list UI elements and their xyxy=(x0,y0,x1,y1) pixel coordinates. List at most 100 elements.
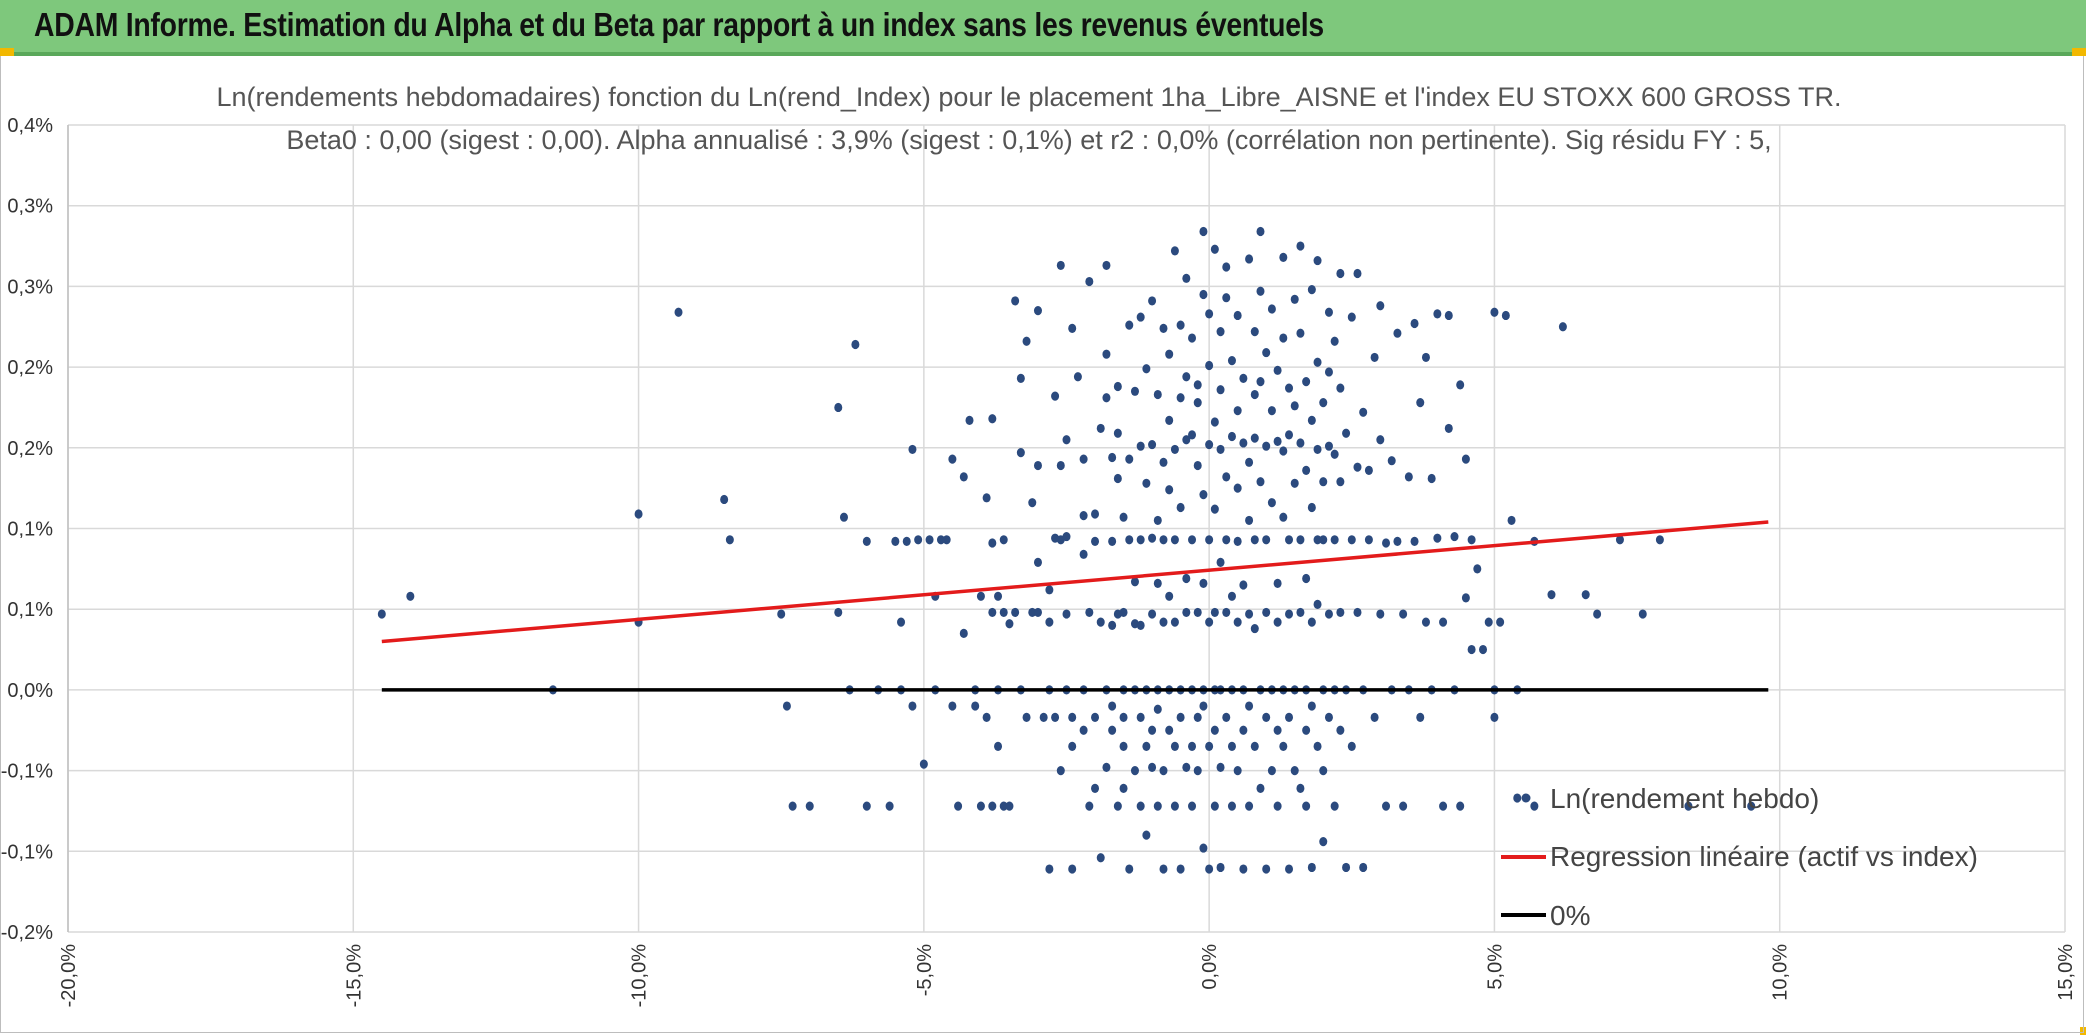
data-point xyxy=(1285,609,1294,619)
data-point xyxy=(1222,535,1231,545)
data-point xyxy=(1262,535,1271,545)
data-point xyxy=(1496,617,1505,627)
data-point xyxy=(1170,535,1179,545)
data-point xyxy=(1370,352,1379,363)
data-point xyxy=(1062,435,1071,445)
data-point xyxy=(1205,439,1214,450)
data-point xyxy=(1684,801,1693,811)
data-point xyxy=(1091,536,1100,547)
data-point xyxy=(1113,473,1122,484)
data-point xyxy=(1262,347,1271,358)
data-point xyxy=(919,759,928,769)
data-point xyxy=(1033,460,1042,471)
data-point xyxy=(1296,241,1305,251)
data-point xyxy=(1461,454,1470,464)
data-point xyxy=(1085,276,1094,287)
data-point xyxy=(988,801,997,811)
data-point xyxy=(1210,607,1219,618)
data-point xyxy=(1056,260,1065,271)
data-point xyxy=(1410,536,1419,547)
data-point xyxy=(851,339,860,350)
data-point xyxy=(1188,535,1197,545)
data-point xyxy=(1267,766,1276,776)
x-tick-label: 10,0% xyxy=(1770,944,1792,1001)
data-point xyxy=(1022,712,1031,722)
data-point xyxy=(1216,862,1225,873)
data-point xyxy=(1273,436,1282,446)
data-point xyxy=(1039,712,1048,722)
data-point xyxy=(1461,593,1470,603)
data-point xyxy=(1102,260,1111,271)
y-tick-label: 0,0% xyxy=(7,680,53,702)
data-point xyxy=(908,701,917,711)
data-point xyxy=(1416,398,1425,408)
data-point xyxy=(1256,286,1265,296)
data-point xyxy=(1302,573,1311,584)
data-point xyxy=(406,591,415,601)
data-point xyxy=(1262,864,1271,874)
data-point xyxy=(1005,801,1014,811)
data-point xyxy=(1273,578,1282,588)
data-point xyxy=(1119,512,1128,522)
data-point xyxy=(1507,515,1516,526)
data-point xyxy=(959,472,968,482)
legend-label-points: Ln(rendement hebdo) xyxy=(1550,783,1819,814)
data-point xyxy=(1011,607,1020,618)
data-point xyxy=(1319,837,1328,847)
data-point xyxy=(1130,386,1139,396)
data-point xyxy=(936,535,945,545)
data-point xyxy=(1199,226,1208,237)
data-point xyxy=(1119,607,1128,618)
data-point xyxy=(1353,607,1362,618)
data-point xyxy=(1330,801,1339,811)
data-point xyxy=(1285,535,1294,545)
data-point xyxy=(1307,862,1316,873)
data-point xyxy=(1285,864,1294,874)
data-point xyxy=(839,512,848,522)
data-point xyxy=(1330,336,1339,346)
data-point xyxy=(1347,312,1356,322)
data-point xyxy=(1256,477,1265,487)
data-point xyxy=(1216,385,1225,395)
data-point xyxy=(1319,477,1328,487)
data-point xyxy=(1456,380,1465,390)
data-point xyxy=(1170,741,1179,751)
data-point xyxy=(1102,762,1111,772)
data-point xyxy=(1068,864,1077,874)
data-point xyxy=(1336,725,1345,735)
data-point xyxy=(1199,578,1208,588)
data-point xyxy=(1262,712,1271,722)
data-point xyxy=(1096,423,1105,434)
data-point xyxy=(1153,515,1162,526)
x-tick-label: -15,0% xyxy=(343,944,365,1008)
data-point xyxy=(1091,783,1100,793)
data-point xyxy=(1176,320,1185,330)
corner-marker-right xyxy=(2072,48,2086,56)
data-point xyxy=(1210,244,1219,254)
data-point xyxy=(1324,307,1333,317)
data-point xyxy=(902,536,911,547)
data-point xyxy=(1342,862,1351,873)
data-point xyxy=(1011,296,1020,306)
data-point xyxy=(1581,590,1590,600)
data-point xyxy=(1319,766,1328,776)
x-tick-label: -20,0% xyxy=(58,944,80,1008)
x-axis-ticks: -20,0% -15,0% -10,0% -5,0% 0,0% 5,0% 10,0% 15,0… xyxy=(58,944,2077,1008)
data-point xyxy=(1119,741,1128,751)
data-point xyxy=(1376,435,1385,445)
data-point xyxy=(1307,617,1316,627)
data-point xyxy=(994,741,1003,751)
data-point xyxy=(1125,454,1134,464)
data-point xyxy=(1205,617,1214,627)
data-point xyxy=(1102,349,1111,359)
data-point xyxy=(1439,617,1448,627)
data-point xyxy=(1148,609,1157,619)
data-point xyxy=(1227,431,1236,442)
data-point xyxy=(1313,535,1322,545)
report-header: ADAM Informe. Estimation du Alpha et du … xyxy=(0,0,2086,56)
data-point xyxy=(1153,389,1162,400)
data-point xyxy=(1142,830,1151,840)
data-point xyxy=(1165,725,1174,735)
data-point xyxy=(1615,535,1624,545)
data-point xyxy=(1279,333,1288,343)
